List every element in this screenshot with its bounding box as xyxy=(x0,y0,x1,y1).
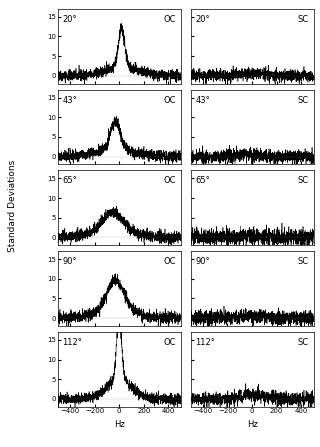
Text: 20°: 20° xyxy=(62,15,77,24)
X-axis label: Hz: Hz xyxy=(247,420,257,429)
Text: SC: SC xyxy=(298,15,309,24)
Text: SC: SC xyxy=(298,177,309,186)
Text: SC: SC xyxy=(298,257,309,266)
Text: 90°: 90° xyxy=(62,257,77,266)
Text: 20°: 20° xyxy=(196,15,210,24)
X-axis label: Hz: Hz xyxy=(114,420,124,429)
Text: 43°: 43° xyxy=(196,96,210,105)
Text: 43°: 43° xyxy=(62,96,77,105)
Text: 112°: 112° xyxy=(196,338,215,347)
Text: SC: SC xyxy=(298,96,309,105)
Text: OC: OC xyxy=(163,177,176,186)
Text: OC: OC xyxy=(163,257,176,266)
Text: OC: OC xyxy=(163,15,176,24)
Text: SC: SC xyxy=(298,338,309,347)
Text: 65°: 65° xyxy=(196,177,210,186)
Text: 90°: 90° xyxy=(196,257,210,266)
Text: Standard Deviations: Standard Deviations xyxy=(8,160,17,252)
Text: OC: OC xyxy=(163,96,176,105)
Text: 65°: 65° xyxy=(62,177,77,186)
Text: 112°: 112° xyxy=(62,338,82,347)
Text: OC: OC xyxy=(163,338,176,347)
